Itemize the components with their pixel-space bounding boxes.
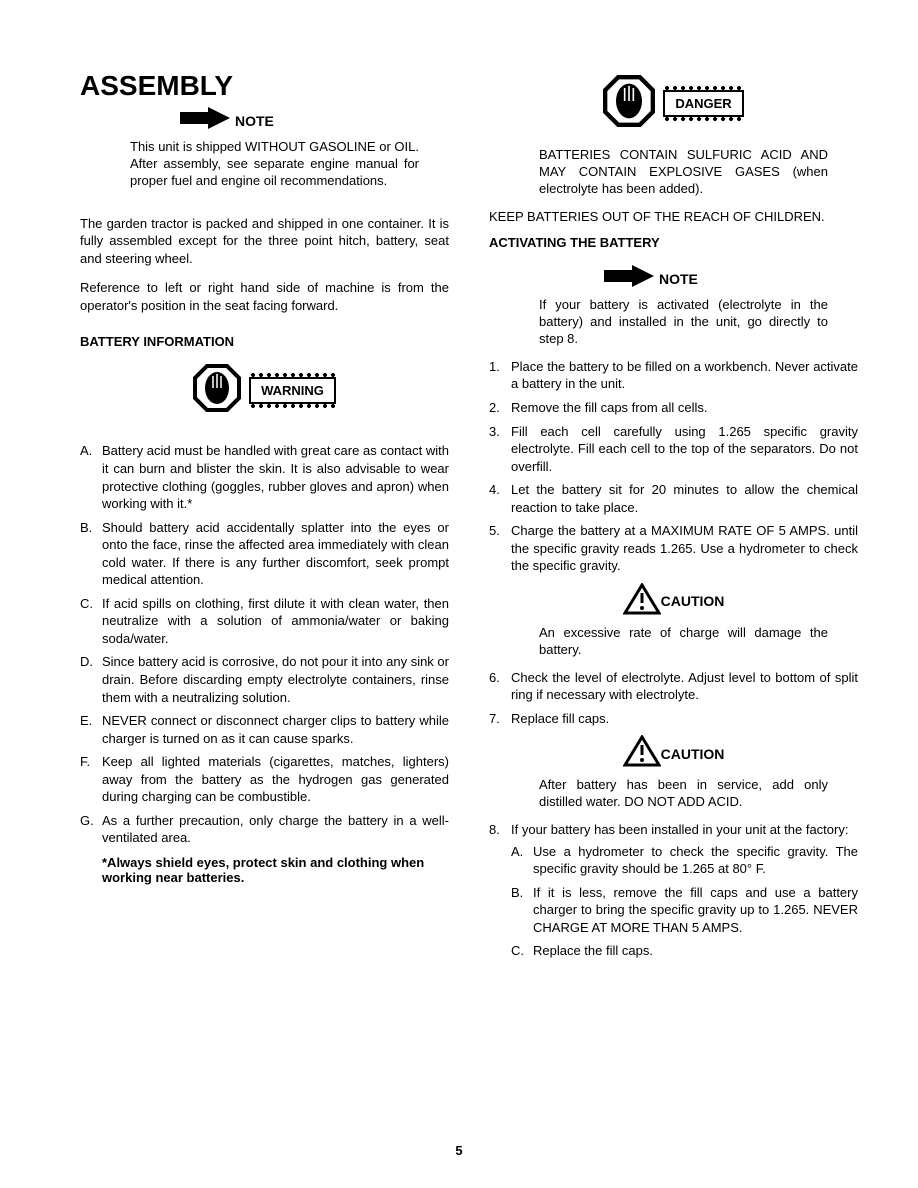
main-heading: ASSEMBLY xyxy=(80,70,449,102)
list-marker: 2. xyxy=(489,399,511,417)
list-marker: A. xyxy=(511,843,533,878)
hand-octagon-icon xyxy=(193,364,241,417)
caution-text-2: After battery has been in service, add o… xyxy=(539,777,828,811)
page-number: 5 xyxy=(455,1143,462,1158)
list-item: 5.Charge the battery at a MAXIMUM RATE O… xyxy=(489,522,858,575)
list-marker: 5. xyxy=(489,522,511,575)
left-column: ASSEMBLY NOTE This unit is shipped WITHO… xyxy=(80,70,449,972)
list-item: 2.Remove the fill caps from all cells. xyxy=(489,399,858,417)
caution-badge-1: CAUTION xyxy=(489,583,858,620)
list-marker: B. xyxy=(511,884,533,937)
list-marker: C. xyxy=(511,942,533,960)
list-item: F.Keep all lighted materials (cigarettes… xyxy=(80,753,449,806)
caution-triangle-icon xyxy=(623,735,661,772)
list-marker: 8. xyxy=(489,821,511,966)
note-label: NOTE xyxy=(235,113,274,129)
list-item: 1.Place the battery to be filled on a wo… xyxy=(489,358,858,393)
list-marker: 1. xyxy=(489,358,511,393)
list-marker: A. xyxy=(80,442,102,512)
list-marker: 4. xyxy=(489,481,511,516)
list-marker: C. xyxy=(80,595,102,648)
list-item: B.Should battery acid accidentally splat… xyxy=(80,519,449,589)
list-item: D.Since battery acid is corrosive, do no… xyxy=(80,653,449,706)
note-text: This unit is shipped WITHOUT GASOLINE or… xyxy=(130,139,419,190)
list-marker: 7. xyxy=(489,710,511,728)
caution-label: CAUTION xyxy=(661,593,725,609)
list-item: C.Replace the fill caps. xyxy=(511,942,858,960)
activating-heading: ACTIVATING THE BATTERY xyxy=(489,235,858,250)
list-item: B.If it is less, remove the fill caps an… xyxy=(511,884,858,937)
step-8-intro: If your battery has been installed in yo… xyxy=(511,822,848,837)
caution-label: CAUTION xyxy=(661,746,725,762)
note-text-right: If your battery is activated (electrolyt… xyxy=(539,297,828,348)
footnote: *Always shield eyes, protect skin and cl… xyxy=(102,855,449,885)
right-column: DANGER BATTERIES CONTAIN SULFURIC ACID A… xyxy=(489,70,858,972)
page-content: ASSEMBLY NOTE This unit is shipped WITHO… xyxy=(80,70,858,972)
list-marker: 3. xyxy=(489,423,511,476)
list-item: A.Use a hydrometer to check the specific… xyxy=(511,843,858,878)
caution-text-1: An excessive rate of charge will damage … xyxy=(539,625,828,659)
list-item: C.If acid spills on clothing, first dilu… xyxy=(80,595,449,648)
danger-text: BATTERIES CONTAIN SULFURIC ACID AND MAY … xyxy=(539,147,828,198)
list-item: A.Battery acid must be handled with grea… xyxy=(80,442,449,512)
para-reference: Reference to left or right hand side of … xyxy=(80,279,449,314)
keep-batteries-text: KEEP BATTERIES OUT OF THE REACH OF CHILD… xyxy=(489,208,858,226)
list-item: G.As a further precaution, only charge t… xyxy=(80,812,449,847)
para-shipping: The garden tractor is packed and shipped… xyxy=(80,215,449,268)
danger-badge: DANGER xyxy=(489,75,858,132)
arrow-right-icon xyxy=(604,265,654,292)
list-item: 6.Check the level of electrolyte. Adjust… xyxy=(489,669,858,704)
battery-info-heading: BATTERY INFORMATION xyxy=(80,334,449,349)
hand-octagon-icon xyxy=(603,75,655,132)
battery-warnings-list: A.Battery acid must be handled with grea… xyxy=(80,442,449,846)
list-marker: B. xyxy=(80,519,102,589)
list-item: 4.Let the battery sit for 20 minutes to … xyxy=(489,481,858,516)
note-header: NOTE xyxy=(180,107,449,134)
list-marker: D. xyxy=(80,653,102,706)
danger-label: DANGER xyxy=(663,90,743,117)
note-header-right: NOTE xyxy=(604,265,858,292)
activation-steps-cont: 6.Check the level of electrolyte. Adjust… xyxy=(489,669,858,728)
list-marker: E. xyxy=(80,712,102,747)
list-marker: F. xyxy=(80,753,102,806)
warning-badge: WARNING xyxy=(80,364,449,417)
note-label: NOTE xyxy=(659,271,698,287)
activation-step-8: 8. If your battery has been installed in… xyxy=(489,821,858,966)
caution-triangle-icon xyxy=(623,583,661,620)
list-marker: 6. xyxy=(489,669,511,704)
list-item: 8. If your battery has been installed in… xyxy=(489,821,858,966)
list-marker: G. xyxy=(80,812,102,847)
list-item: 3.Fill each cell carefully using 1.265 s… xyxy=(489,423,858,476)
list-item: E.NEVER connect or disconnect charger cl… xyxy=(80,712,449,747)
list-item: 7.Replace fill caps. xyxy=(489,710,858,728)
arrow-right-icon xyxy=(180,107,230,134)
warning-label: WARNING xyxy=(249,377,336,404)
activation-steps: 1.Place the battery to be filled on a wo… xyxy=(489,358,858,575)
caution-badge-2: CAUTION xyxy=(489,735,858,772)
